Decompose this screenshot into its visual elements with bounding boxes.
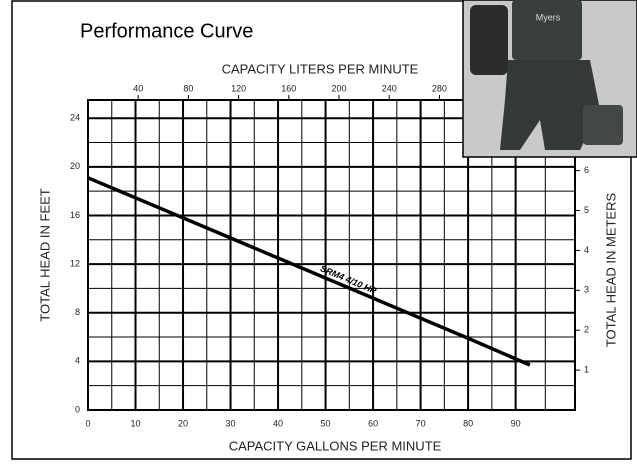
photo-label: Myers: [536, 12, 561, 22]
y-tick-label: 12: [70, 258, 80, 268]
x-tick-label: 90: [511, 418, 521, 428]
pump-outlet: [583, 105, 623, 145]
x2-tick-label: 200: [332, 83, 347, 93]
y-tick-label: 4: [75, 356, 80, 366]
y-tick-label: 8: [75, 307, 80, 317]
y-tick-label: 24: [70, 113, 80, 123]
x2-tick-label: 120: [231, 83, 246, 93]
x-axis-label: CAPACITY GALLONS PER MINUTE: [229, 438, 442, 453]
y2-axis-label: TOTAL HEAD IN METERS: [603, 193, 618, 348]
x-tick-label: 0: [85, 418, 90, 428]
y2-tick-label: 5: [584, 205, 589, 215]
x2-axis-label: CAPACITY LITERS PER MINUTE: [222, 61, 419, 76]
x-tick-label: 60: [368, 418, 378, 428]
chart-title: Performance Curve: [80, 20, 253, 42]
x2-tick-label: 40: [133, 83, 143, 93]
pump-body: [500, 60, 600, 150]
x2-tick-label: 240: [382, 83, 397, 93]
x-tick-label: 10: [131, 418, 141, 428]
x-tick-label: 70: [416, 418, 426, 428]
y-axis-label: TOTAL HEAD IN FEET: [37, 188, 52, 321]
y2-tick-label: 2: [584, 325, 589, 335]
x2-tick-label: 80: [183, 83, 193, 93]
x-tick-label: 40: [273, 418, 283, 428]
y-tick-label: 20: [70, 161, 80, 171]
y2-tick-label: 3: [584, 285, 589, 295]
x-tick-label: 50: [321, 418, 331, 428]
y2-tick-label: 4: [584, 245, 589, 255]
y-tick-label: 16: [70, 210, 80, 220]
curve: [87, 176, 531, 367]
y2-tick-label: 1: [584, 364, 589, 374]
x2-tick-label: 160: [281, 83, 296, 93]
x-tick-label: 30: [226, 418, 236, 428]
x-tick-label: 80: [463, 418, 473, 428]
pump-float: [470, 5, 508, 75]
photo: Myers: [462, 0, 637, 158]
y2-tick-label: 6: [584, 165, 589, 175]
pump-motor: [512, 0, 582, 60]
x2-tick-label: 280: [432, 83, 447, 93]
y-tick-label: 0: [75, 404, 80, 414]
x-tick-label: 20: [178, 418, 188, 428]
